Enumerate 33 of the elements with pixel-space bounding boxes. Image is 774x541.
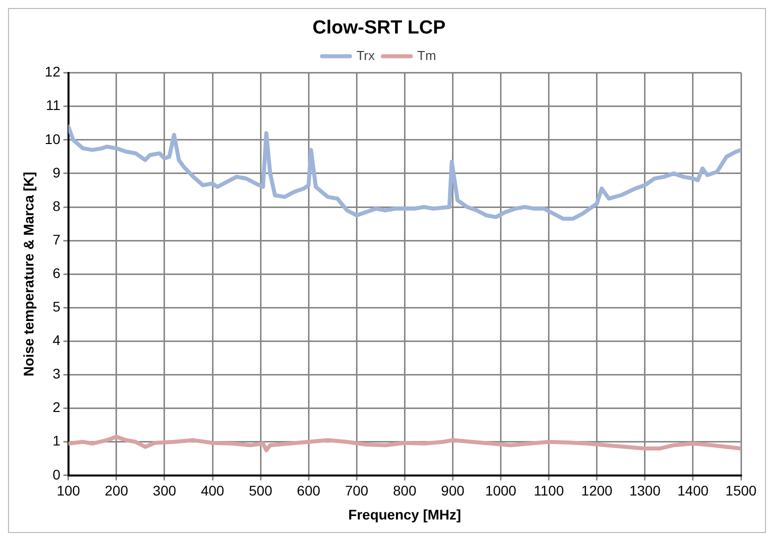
x-axis-title: Frequency [MHz] bbox=[348, 506, 462, 522]
y-tick-label: 10 bbox=[44, 130, 61, 147]
x-tick-label: 800 bbox=[393, 482, 417, 499]
y-tick-label: 9 bbox=[52, 164, 61, 180]
y-tick-label: 12 bbox=[44, 64, 61, 80]
x-tick-label: 1200 bbox=[581, 482, 613, 499]
x-tick-label: 1500 bbox=[725, 482, 757, 499]
x-tick-label: 100 bbox=[56, 482, 80, 499]
legend-label: Trx bbox=[356, 48, 376, 63]
x-tick-label: 1300 bbox=[629, 482, 661, 499]
y-tick-label: 1 bbox=[52, 432, 61, 449]
y-tick-label: 8 bbox=[52, 198, 61, 214]
x-tick-label: 500 bbox=[248, 482, 272, 499]
chart-title: Clow-SRT LCP bbox=[312, 18, 446, 39]
legend-label: Tm bbox=[417, 48, 436, 63]
x-tick-label: 1400 bbox=[677, 482, 709, 499]
y-tick-label: 5 bbox=[52, 298, 61, 315]
x-tick-label: 900 bbox=[441, 482, 465, 499]
x-tick-label: 1100 bbox=[534, 482, 564, 499]
x-tick-label: 700 bbox=[344, 482, 369, 499]
x-tick-label: 400 bbox=[200, 482, 224, 499]
y-tick-label: 6 bbox=[52, 264, 61, 281]
x-tick-label: 600 bbox=[296, 482, 320, 499]
y-tick-label: 3 bbox=[52, 366, 61, 382]
y-tick-label: 0 bbox=[52, 466, 61, 482]
x-tick-label: 1000 bbox=[485, 482, 517, 499]
x-tick-label: 300 bbox=[152, 482, 176, 499]
y-tick-label: 2 bbox=[52, 399, 61, 416]
y-axis-title: Noise temperature & Marca [K] bbox=[20, 172, 36, 376]
y-tick-label: 4 bbox=[52, 332, 61, 348]
x-tick-label: 200 bbox=[104, 482, 128, 499]
y-tick-label: 11 bbox=[46, 97, 61, 114]
y-tick-label: 7 bbox=[52, 231, 61, 248]
